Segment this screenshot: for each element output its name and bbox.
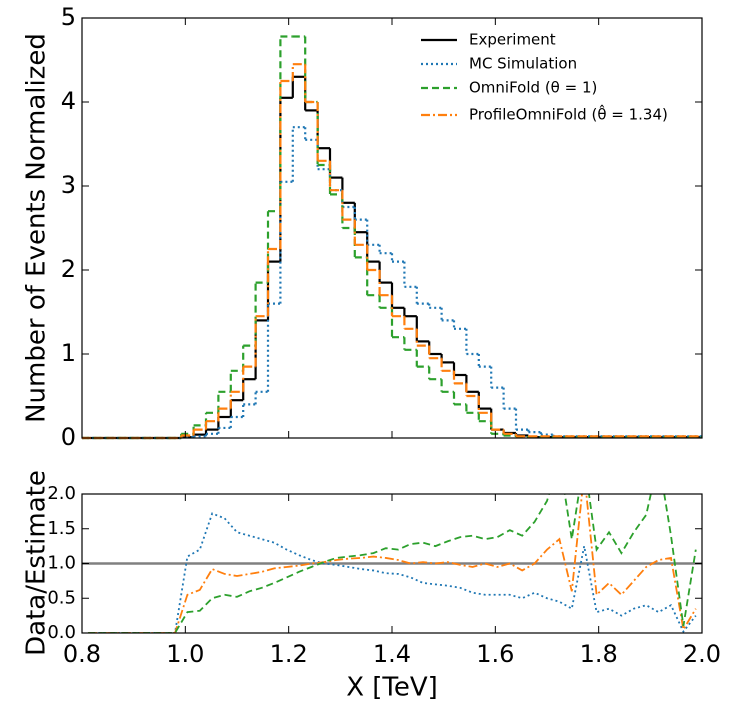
y-tick-label: 4 bbox=[61, 87, 76, 115]
y-tick-label: 1.0 bbox=[47, 553, 76, 574]
y-tick-label: 2.0 bbox=[47, 483, 76, 504]
y-tick-label: 0.5 bbox=[47, 587, 76, 608]
legend-label: Experiment bbox=[469, 31, 556, 49]
y-tick-label: 5 bbox=[61, 3, 76, 31]
legend-label: OmniFold (θ = 1) bbox=[469, 79, 597, 97]
x-tick-label: 1.6 bbox=[476, 640, 514, 668]
ratio-line bbox=[88, 512, 697, 633]
ratio-line bbox=[88, 494, 697, 633]
y-tick-label: 0 bbox=[61, 423, 76, 451]
x-tick-label: 0.8 bbox=[63, 640, 101, 668]
legend-label: MC Simulation bbox=[469, 55, 577, 73]
y-tick-label: 3 bbox=[61, 171, 76, 199]
y-axis-label: Data/Estimate bbox=[22, 470, 52, 656]
x-tick-label: 2.0 bbox=[683, 640, 721, 668]
legend-label: ProfileOmniFold (θ̂ = 1.34) bbox=[469, 104, 668, 124]
y-tick-label: 0.0 bbox=[47, 622, 76, 643]
y-axis-label: Number of Events Normalized bbox=[22, 33, 52, 423]
y-tick-label: 2 bbox=[61, 255, 76, 283]
plot-frame bbox=[81, 17, 703, 439]
histogram-series-group bbox=[82, 35, 702, 440]
ratio-line bbox=[88, 494, 697, 633]
y-tick-label: 1.5 bbox=[47, 518, 76, 539]
x-tick-label: 1.4 bbox=[373, 640, 411, 668]
x-axis-label: X [TeV] bbox=[346, 673, 438, 703]
y-tick-label: 1 bbox=[61, 339, 76, 367]
x-tick-label: 1.2 bbox=[270, 640, 308, 668]
x-tick-label: 1.0 bbox=[166, 640, 204, 668]
x-tick-label: 1.8 bbox=[580, 640, 618, 668]
